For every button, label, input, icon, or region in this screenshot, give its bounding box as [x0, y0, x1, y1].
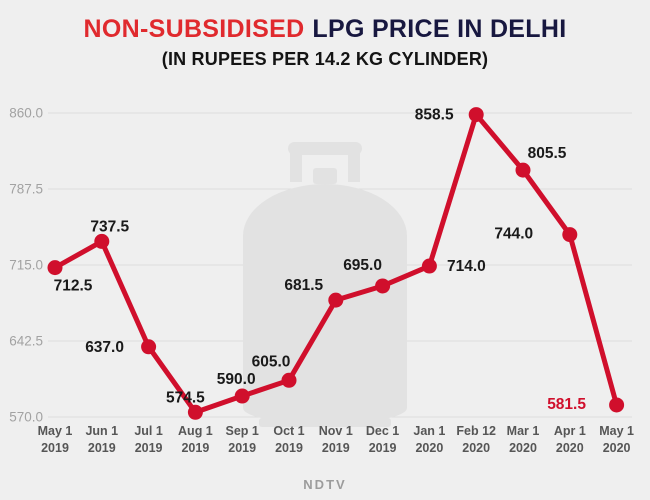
x-tick-label: Dec 1	[366, 424, 399, 438]
data-point	[468, 107, 484, 123]
y-axis-labels: 570.0 642.5 715.0 787.5 860.0	[9, 106, 43, 425]
x-tick-year-label: 2020	[462, 441, 490, 455]
data-point	[234, 388, 250, 404]
chart-title-main: LPG PRICE IN DELHI	[312, 15, 567, 43]
y-tick-label: 642.5	[9, 334, 43, 349]
ndtv-logo: NDTV	[303, 477, 347, 492]
x-tick-year-label: 2019	[369, 441, 397, 455]
data-point	[187, 404, 203, 420]
data-point	[562, 227, 578, 243]
value-label: 574.5	[166, 389, 205, 406]
value-label-highlight: 581.5	[547, 396, 586, 413]
data-point	[281, 372, 297, 388]
data-point	[375, 278, 391, 294]
x-tick-label: Apr 1	[554, 424, 586, 438]
x-tick-label: Jan 1	[413, 424, 445, 438]
x-tick-year-label: 2020	[556, 441, 584, 455]
data-point	[94, 233, 110, 249]
x-tick-label: Jun 1	[85, 424, 118, 438]
x-tick-year-label: 2019	[88, 441, 116, 455]
x-tick-label: Aug 1	[178, 424, 213, 438]
chart-subtitle: (IN RUPEES PER 14.2 KG CYLINDER)	[161, 49, 489, 69]
x-tick-label: Sep 1	[226, 424, 259, 438]
value-label: 695.0	[343, 257, 382, 274]
x-tick-year-label: 2019	[275, 441, 303, 455]
data-point	[515, 162, 531, 178]
chart-header: NON-SUBSIDISED LPG PRICE IN DELHI (IN RUP…	[0, 0, 650, 86]
data-point	[328, 292, 344, 308]
x-tick-label: Oct 1	[273, 424, 304, 438]
price-line-chart: 570.0 642.5 715.0 787.5 860.0 May 1 2019 Jun 1…	[9, 106, 634, 456]
value-label: 637.0	[85, 339, 124, 356]
x-tick-year-label: 2020	[603, 441, 631, 455]
x-tick-year-label: 2020	[415, 441, 443, 455]
x-tick-label: May 1	[599, 424, 634, 438]
y-tick-label: 570.0	[9, 410, 43, 425]
value-label: 712.5	[54, 278, 93, 295]
x-tick-label: May 1	[38, 424, 73, 438]
value-label: 805.5	[528, 145, 567, 162]
value-label: 744.0	[494, 226, 533, 243]
value-label: 590.0	[217, 371, 256, 388]
x-tick-label: Nov 1	[319, 424, 353, 438]
footer: NDTV	[0, 476, 650, 494]
value-label: 714.0	[447, 258, 486, 275]
data-point	[141, 339, 157, 355]
data-point	[421, 258, 437, 274]
data-point	[609, 397, 625, 413]
chart-title: NON-SUBSIDISED LPG PRICE IN DELHI	[0, 13, 650, 45]
value-label: 737.5	[90, 218, 129, 235]
x-tick-year-label: 2019	[228, 441, 256, 455]
x-tick-label: Jul 1	[134, 424, 163, 438]
x-axis-labels: May 1 2019 Jun 1 2019 Jul 1 2019 Aug 1 2019 Sep …	[38, 424, 634, 455]
value-label: 681.5	[284, 277, 323, 294]
x-tick-year-label: 2019	[181, 441, 209, 455]
y-tick-label: 787.5	[9, 182, 43, 197]
x-tick-year-label: 2019	[41, 441, 69, 455]
x-tick-label: Mar 1	[507, 424, 540, 438]
x-tick-year-label: 2019	[322, 441, 350, 455]
data-point	[47, 260, 63, 276]
x-tick-year-label: 2020	[509, 441, 537, 455]
chart-title-accent: NON-SUBSIDISED	[83, 15, 305, 43]
price-line-series	[47, 107, 625, 420]
y-tick-label: 715.0	[9, 258, 43, 273]
x-tick-year-label: 2019	[135, 441, 163, 455]
x-tick-label: Feb 12	[456, 424, 496, 438]
value-label: 858.5	[415, 107, 454, 124]
y-tick-label: 860.0	[9, 106, 43, 121]
value-label: 605.0	[252, 353, 291, 370]
